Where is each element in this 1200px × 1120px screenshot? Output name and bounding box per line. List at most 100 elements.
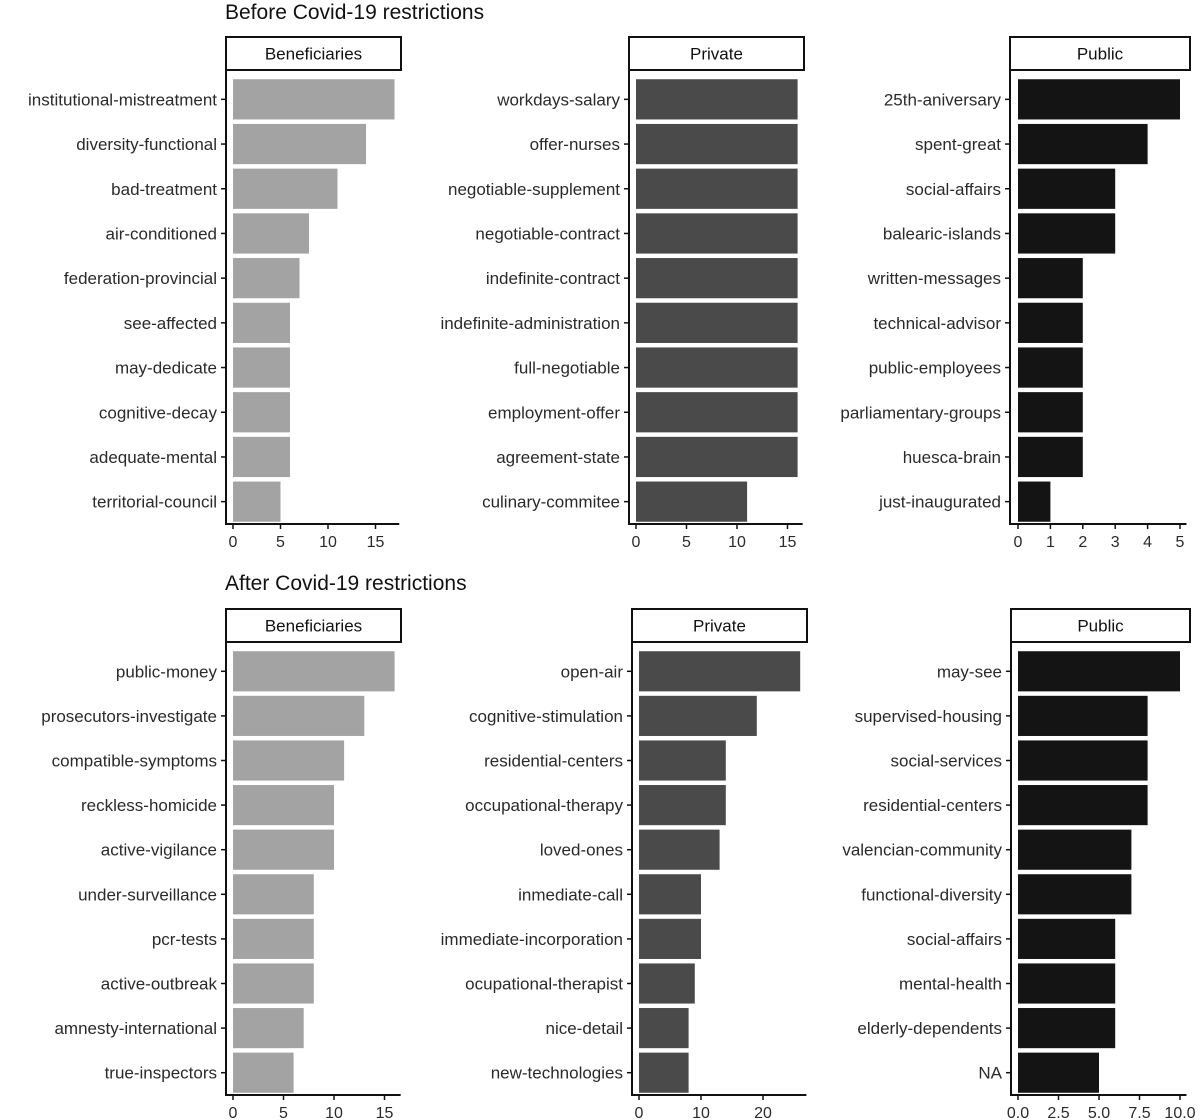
bar xyxy=(639,874,701,915)
x-tick-label: 2.5 xyxy=(1047,1105,1069,1120)
category-label: open-air xyxy=(561,662,624,681)
category-label: under-surveillance xyxy=(78,885,217,904)
facet-strip-private xyxy=(631,608,808,643)
category-label: compatible-symptoms xyxy=(52,752,217,771)
x-tick-label: 10 xyxy=(692,1105,710,1120)
facet-label-public: Public xyxy=(1077,45,1124,64)
bar xyxy=(636,168,798,209)
x-tick-label: 15 xyxy=(779,534,797,551)
category-label: cognitive-stimulation xyxy=(469,707,623,726)
category-label: mental-health xyxy=(899,975,1002,994)
category-label: public-employees xyxy=(869,359,1001,378)
x-tick-label: 4 xyxy=(1143,534,1152,551)
bar xyxy=(233,740,345,781)
category-label: 25th-aniversary xyxy=(884,90,1002,109)
bar xyxy=(233,1008,304,1049)
x-tick-label: 10 xyxy=(319,534,337,551)
bar xyxy=(1018,1052,1099,1093)
bar xyxy=(1018,918,1116,959)
bar xyxy=(1018,785,1148,826)
category-label: functional-diversity xyxy=(861,885,1002,904)
bar xyxy=(639,695,757,736)
category-label: may-see xyxy=(937,662,1002,681)
category-label: residential-centers xyxy=(484,752,623,771)
category-label: loved-ones xyxy=(540,841,623,860)
bar xyxy=(639,740,726,781)
bar xyxy=(1018,695,1148,736)
category-label: social-affairs xyxy=(906,180,1001,199)
category-label: huesca-brain xyxy=(903,448,1001,467)
facet-label-private: Private xyxy=(690,45,743,64)
bar xyxy=(636,436,798,478)
category-label: federation-provincial xyxy=(64,269,217,288)
category-label: valencian-community xyxy=(842,841,1002,860)
category-label: culinary-commitee xyxy=(482,493,620,512)
x-tick-label: 10 xyxy=(325,1105,343,1120)
bar xyxy=(1018,829,1132,870)
bar xyxy=(636,392,798,433)
x-tick-label: 0 xyxy=(1014,534,1023,551)
x-tick-label: 20 xyxy=(754,1105,772,1120)
category-label: amnesty-international xyxy=(54,1019,217,1038)
bar xyxy=(636,123,798,165)
category-label: active-vigilance xyxy=(101,841,217,860)
category-label: nice-detail xyxy=(546,1019,624,1038)
x-tick-label: 0 xyxy=(229,534,238,551)
category-label: diversity-functional xyxy=(76,135,217,154)
bar xyxy=(233,695,365,736)
x-tick-label: 15 xyxy=(367,534,385,551)
bar xyxy=(233,1052,294,1093)
bar xyxy=(233,79,395,120)
category-label: residential-centers xyxy=(863,796,1002,815)
category-label: supervised-housing xyxy=(855,707,1002,726)
category-label: social-services xyxy=(891,752,1002,771)
facet-strip-public xyxy=(1009,36,1191,71)
section-title: Before Covid-19 restrictions xyxy=(225,1,484,24)
bar xyxy=(233,258,300,299)
bar xyxy=(1018,347,1083,388)
x-tick-label: 0 xyxy=(635,1105,644,1120)
category-label: NA xyxy=(978,1064,1002,1083)
bar xyxy=(1018,123,1148,165)
category-label: workdays-salary xyxy=(496,90,620,109)
bar xyxy=(1018,874,1132,915)
category-label: active-outbreak xyxy=(101,975,218,994)
bar xyxy=(1018,258,1083,299)
category-label: public-money xyxy=(116,662,218,681)
x-tick-label: 10 xyxy=(728,534,746,551)
category-label: institutional-mistreatment xyxy=(28,90,217,109)
x-tick-label: 0 xyxy=(229,1105,238,1120)
x-tick-label: 5 xyxy=(1176,534,1185,551)
category-label: just-inaugurated xyxy=(878,493,1001,512)
bar xyxy=(233,874,314,915)
bar xyxy=(1018,1008,1116,1049)
category-label: written-messages xyxy=(867,269,1001,288)
category-label: spent-great xyxy=(915,135,1001,154)
category-label: inmediate-call xyxy=(518,885,623,904)
facet-label-private: Private xyxy=(693,617,746,636)
category-label: negotiable-contract xyxy=(475,224,620,243)
category-label: bad-treatment xyxy=(111,180,217,199)
category-label: negotiable-supplement xyxy=(448,180,620,199)
bar xyxy=(1018,481,1051,522)
section-title: After Covid-19 restrictions xyxy=(225,572,467,595)
category-label: offer-nurses xyxy=(530,135,620,154)
category-label: indefinite-contract xyxy=(486,269,620,288)
category-label: technical-advisor xyxy=(873,314,1001,333)
category-label: immediate-incorporation xyxy=(441,930,623,949)
bar xyxy=(636,213,798,254)
category-label: air-conditioned xyxy=(105,224,217,243)
category-label: reckless-homicide xyxy=(81,796,217,815)
category-label: balearic-islands xyxy=(883,224,1001,243)
bar xyxy=(1018,392,1083,433)
bar xyxy=(639,651,801,692)
category-label: agreement-state xyxy=(496,448,620,467)
x-tick-label: 10.0 xyxy=(1164,1105,1195,1120)
bar xyxy=(1018,963,1116,1004)
bar xyxy=(1018,651,1180,692)
bar xyxy=(233,963,314,1004)
category-label: social-affairs xyxy=(907,930,1002,949)
x-tick-label: 0 xyxy=(632,534,641,551)
category-label: cognitive-decay xyxy=(99,403,218,422)
